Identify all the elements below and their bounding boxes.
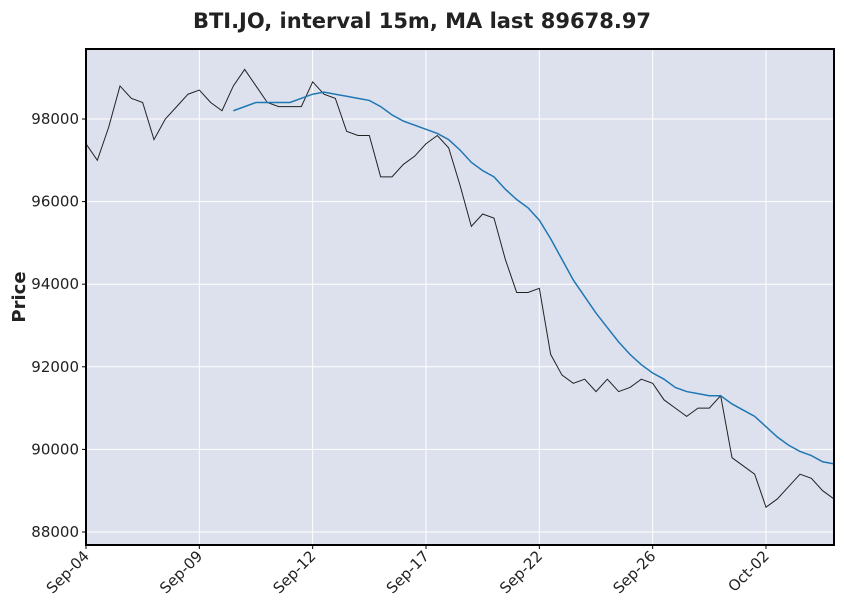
x-tick-label: Sep-04	[43, 547, 93, 597]
y-tick-label: 90000	[31, 440, 79, 458]
x-tick-label: Sep-22	[496, 547, 546, 597]
y-tick-label: 88000	[31, 523, 79, 541]
y-tick-label: 98000	[31, 110, 79, 128]
y-tick-label: 94000	[31, 275, 79, 293]
y-tick-label: 92000	[31, 358, 79, 376]
plot-area	[86, 49, 834, 545]
x-tick-label: Sep-12	[269, 547, 319, 597]
x-tick-label: Sep-17	[383, 547, 433, 597]
chart-title: BTI.JO, interval 15m, MA last 89678.97	[193, 9, 651, 33]
y-axis-label: Price	[9, 271, 30, 322]
x-tick-label: Sep-26	[609, 547, 659, 597]
price-line	[233, 91, 835, 465]
price-line	[85, 68, 835, 509]
x-tick-label: Sep-09	[156, 547, 206, 597]
y-tick-label: 96000	[31, 193, 79, 211]
x-tick-label: Oct-02	[724, 547, 772, 595]
axes-frame	[85, 48, 835, 546]
